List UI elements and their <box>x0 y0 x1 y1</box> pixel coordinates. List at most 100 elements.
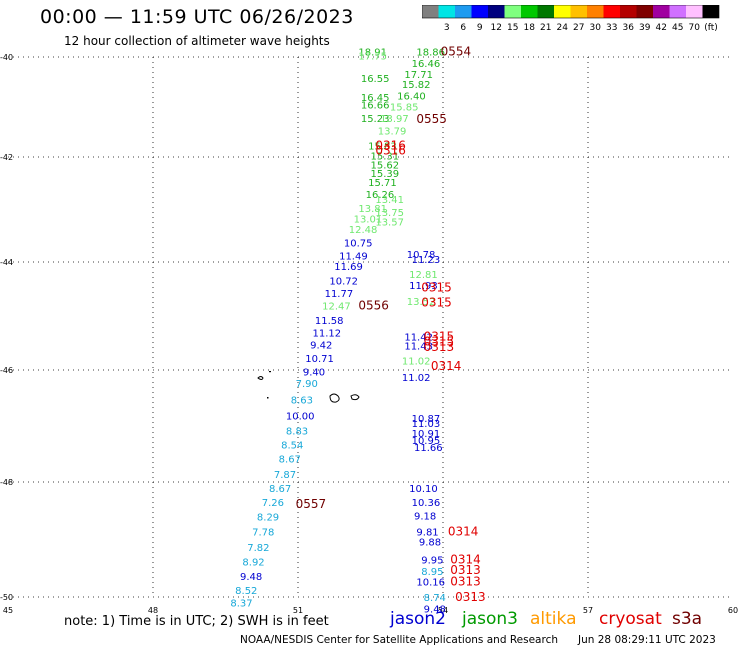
wave-height-value: 10.78 <box>407 250 436 261</box>
colorbar-swatch <box>537 5 554 18</box>
wave-height-value: 8.83 <box>286 426 308 437</box>
colorbar-swatch <box>422 5 439 18</box>
colorbar-tick-label: 42 <box>656 23 667 33</box>
colorbar-tick-label: 70 <box>689 23 701 33</box>
lon-tick-label: 45 <box>3 606 13 615</box>
pass-time-label: 0557 <box>296 497 327 511</box>
pass-time-label: 0315 <box>424 335 455 349</box>
wave-height-value: 12.48 <box>349 225 378 236</box>
wave-height-value: 16.55 <box>361 74 390 85</box>
island-outline <box>267 397 269 399</box>
wave-height-value: 10.00 <box>286 411 315 422</box>
colorbar-tick-label: 33 <box>606 23 617 33</box>
wave-height-value: 10.91 <box>412 429 441 440</box>
wave-height-value: 11.43 <box>404 341 433 352</box>
pass-time-label: 0313 <box>424 340 455 354</box>
wave-height-value: 16.46 <box>412 59 441 70</box>
wave-height-value: 10.36 <box>412 498 441 509</box>
wave-height-value: 13.75 <box>375 208 404 219</box>
wave-height-value: 7.90 <box>296 379 318 390</box>
source-credit: NOAA/NESDIS Center for Satellite Applica… <box>240 634 558 646</box>
colorbar-swatch <box>554 5 571 18</box>
wave-height-value: 8.37 <box>230 599 252 610</box>
pass-time-label: 0316 <box>375 144 406 158</box>
wave-height-value: 13.81 <box>358 204 387 215</box>
wave-height-value: 11.03 <box>412 419 441 430</box>
colorbar-tick-label: 27 <box>573 23 584 33</box>
wave-height-value: 15.71 <box>368 178 397 189</box>
wave-height-value: 15.23 <box>361 114 390 125</box>
wave-height-value: 13.97 <box>380 114 409 125</box>
wave-height-value: 16.40 <box>397 92 426 103</box>
colorbar-tick-label: 39 <box>639 23 651 33</box>
wave-height-value: 7.82 <box>247 543 269 554</box>
pass-time-label: 0313 <box>455 590 486 604</box>
lat-tick-label: -50 <box>0 593 13 602</box>
colorbar-tick-label: 3 <box>444 23 450 33</box>
lon-tick-label: 54 <box>438 606 448 615</box>
island-outline <box>329 393 340 403</box>
map-title: 00:00 — 11:59 UTC 06/26/2023 <box>40 6 354 28</box>
pass-time-label: 0314 <box>450 553 481 567</box>
wave-height-value: 8.29 <box>257 513 279 524</box>
pass-time-label: 0315 <box>421 295 452 309</box>
pass-time-label: 0316 <box>375 139 406 153</box>
legend-jason2: jason2 <box>390 609 446 629</box>
colorbar-swatch <box>620 5 637 18</box>
pass-time-label: 0314 <box>448 524 479 538</box>
colorbar-tick-label: 36 <box>623 23 635 33</box>
wave-height-value: 17.71 <box>404 70 433 81</box>
lat-tick-label: -48 <box>0 478 13 487</box>
wave-height-value: 11.77 <box>325 289 354 300</box>
wave-height-value: 16.26 <box>366 190 395 201</box>
colorbar-swatch <box>702 5 719 18</box>
wave-height-value: 10.10 <box>409 484 438 495</box>
island-outline <box>269 371 271 373</box>
colorbar-tick-label: 24 <box>557 23 569 33</box>
lon-tick-label: 60 <box>728 606 738 615</box>
colorbar-tick-label: 45 <box>672 23 683 33</box>
colorbar-swatch <box>653 5 670 18</box>
legend-s3a: s3a <box>672 609 703 629</box>
pass-time-label: 0556 <box>358 299 389 313</box>
colorbar-swatch <box>603 5 620 18</box>
legend-jason3: jason3 <box>462 609 518 629</box>
wave-height-value: 8.95 <box>421 567 443 578</box>
wave-height-value: 12.81 <box>409 270 438 281</box>
colorbar-swatch <box>570 5 587 18</box>
wave-height-value: 8.52 <box>235 586 257 597</box>
pass-time-label: 0315 <box>424 329 455 343</box>
wave-height-value: 8.74 <box>424 593 446 604</box>
wave-height-value: 10.87 <box>412 414 441 425</box>
wave-height-value: 15.83 <box>368 142 397 153</box>
generation-timestamp: Jun 28 08:29:11 UTC 2023 <box>578 634 716 646</box>
colorbar-unit: (ft) <box>704 23 718 33</box>
wave-height-value: 9.95 <box>421 556 443 567</box>
wave-height-value: 13.79 <box>378 127 407 138</box>
wave-height-value: 11.66 <box>414 443 443 454</box>
colorbar-swatch <box>521 5 538 18</box>
lon-tick-label: 57 <box>583 606 593 615</box>
wave-height-value: 15.85 <box>390 103 419 114</box>
wave-height-colorbar: 3 6 9 12 15 18 21 24 27 30 33 36 39 42 45 70 (ft) <box>422 5 720 33</box>
colorbar-swatch <box>587 5 604 18</box>
wave-height-value: 10.75 <box>344 238 373 249</box>
wave-height-value: 8.67 <box>279 454 301 465</box>
colorbar-swatch <box>686 5 703 18</box>
wave-height-value: 16.66 <box>361 101 390 112</box>
wave-height-value: 7.26 <box>262 498 284 509</box>
lon-tick-label: 51 <box>293 606 303 615</box>
colorbar-swatch <box>455 5 472 18</box>
colorbar-tick-label: 6 <box>460 23 466 33</box>
colorbar-tick-label: 30 <box>590 23 602 33</box>
colorbar-swatch <box>488 5 505 18</box>
wave-height-value: 8.63 <box>291 396 313 407</box>
wave-height-value: 11.02 <box>402 357 431 368</box>
wave-height-value: 8.92 <box>242 557 264 568</box>
wave-height-value: 18.91 <box>358 48 387 59</box>
colorbar-swatch <box>504 5 521 18</box>
colorbar-tick-label: 12 <box>491 23 502 33</box>
legend-cryosat: cryosat <box>599 609 662 629</box>
wave-height-value: 9.88 <box>419 537 441 548</box>
pass-time-label: 0555 <box>416 112 447 126</box>
